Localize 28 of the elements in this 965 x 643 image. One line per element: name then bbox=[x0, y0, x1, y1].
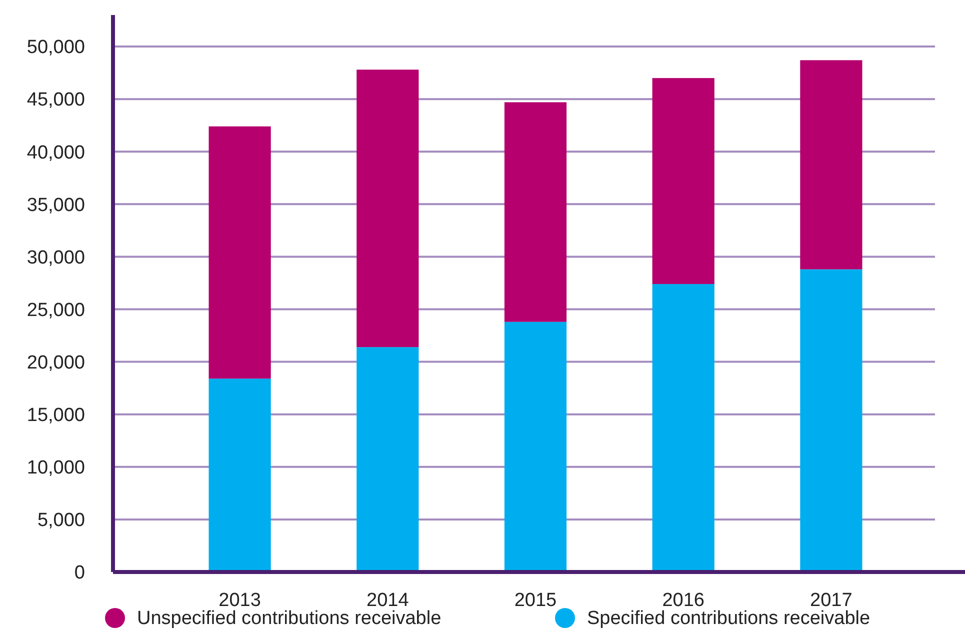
legend-label: Unspecified contributions receivable bbox=[137, 608, 442, 629]
bar bbox=[504, 322, 567, 572]
x-tick-label: 2013 bbox=[218, 590, 261, 611]
y-tick-label: 15,000 bbox=[26, 405, 85, 426]
y-tick-label: 5,000 bbox=[37, 510, 85, 532]
y-tick-label: 45,000 bbox=[26, 90, 85, 111]
bar bbox=[800, 60, 862, 270]
x-tick-label: 2017 bbox=[810, 590, 852, 611]
bar bbox=[356, 347, 419, 572]
y-tick-label: 30,000 bbox=[26, 247, 85, 268]
y-tick-label: 50,000 bbox=[26, 37, 85, 58]
bar bbox=[208, 378, 271, 572]
bar bbox=[504, 102, 567, 322]
legend-label: Specified contributions receivable bbox=[587, 608, 870, 629]
x-tick-label: 2016 bbox=[662, 590, 704, 611]
y-tick-label: 35,000 bbox=[26, 194, 85, 216]
bar bbox=[208, 126, 271, 379]
y-tick-label: 0 bbox=[74, 562, 85, 584]
y-tick-label: 20,000 bbox=[26, 352, 85, 374]
bar bbox=[652, 284, 714, 572]
y-tick-label: 25,000 bbox=[26, 300, 85, 321]
y-tick-label: 40,000 bbox=[26, 142, 85, 164]
y-tick-label: 10,000 bbox=[26, 458, 85, 479]
x-tick-label: 2014 bbox=[366, 590, 410, 611]
x-tick-label: 2015 bbox=[514, 590, 557, 611]
bar bbox=[800, 269, 862, 572]
bar bbox=[652, 78, 714, 284]
bar bbox=[356, 70, 419, 348]
